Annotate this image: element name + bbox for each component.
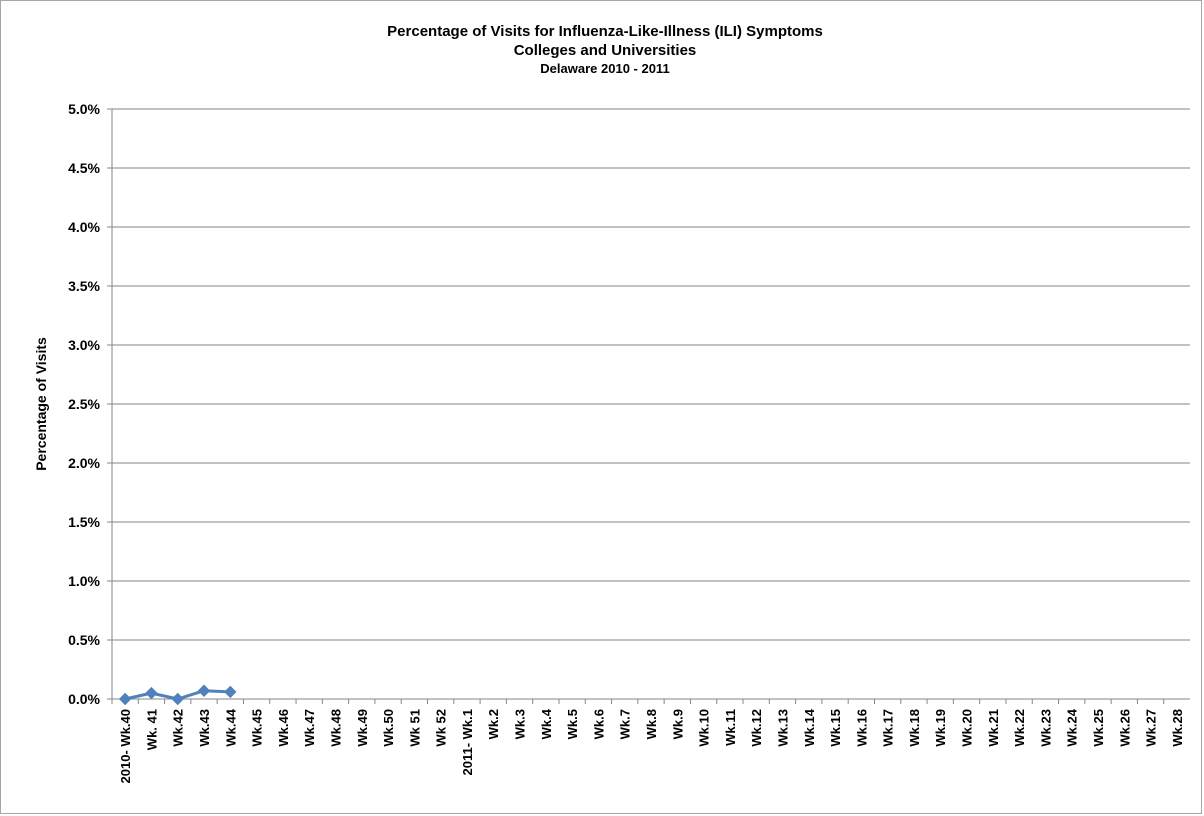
x-tick-label: Wk.8 — [644, 709, 659, 739]
x-tick-label: Wk 52 — [434, 709, 449, 747]
y-tick-label: 3.0% — [68, 337, 100, 353]
x-tick-label: Wk.19 — [933, 709, 948, 747]
y-tick-label: 0.5% — [68, 632, 100, 648]
x-tick-label: Wk.50 — [381, 709, 396, 747]
x-tick-label: Wk.26 — [1117, 709, 1132, 747]
x-tick-label: Wk.44 — [223, 708, 238, 746]
x-tick-label: Wk.42 — [171, 709, 186, 747]
x-tick-label: Wk.9 — [670, 709, 685, 739]
x-tick-label: Wk.48 — [328, 709, 343, 747]
chart-title-line-3: Delaware 2010 - 2011 — [540, 61, 669, 76]
x-tick-label: Wk.6 — [591, 709, 606, 739]
gridlines — [107, 108, 1190, 700]
x-tick-label: Wk.49 — [355, 709, 370, 747]
x-tick-label: 2011- Wk.1 — [460, 709, 475, 776]
x-tick-label: Wk.14 — [802, 708, 817, 746]
chart-title: Percentage of Visits for Influenza-Like-… — [387, 23, 823, 76]
x-tick-label: Wk.4 — [539, 708, 554, 739]
x-tick-label: Wk.17 — [881, 709, 896, 747]
x-tick-label: Wk.11 — [723, 709, 738, 746]
x-tick-label: Wk.20 — [960, 709, 975, 747]
x-tick-label: Wk.22 — [1012, 709, 1027, 747]
x-tick-label: Wk.23 — [1038, 709, 1053, 747]
data-point-marker — [197, 684, 211, 697]
x-tick-label: Wk.43 — [197, 709, 212, 747]
x-tick-label: Wk.24 — [1065, 708, 1080, 746]
x-tick-label: Wk 51 — [407, 709, 422, 747]
x-tick-label: Wk.46 — [276, 709, 291, 747]
chart-title-line-1: Percentage of Visits for Influenza-Like-… — [387, 23, 823, 40]
x-tick-label: Wk.28 — [1170, 709, 1185, 747]
x-tick-label: Wk.2 — [486, 709, 501, 739]
data-point-marker — [224, 685, 237, 699]
y-tick-label: 4.5% — [68, 160, 100, 176]
y-axis-ticks: 0.0% 0.5% 1.0% 1.5% 2.0% 2.5% 3.0% 3.5% 4.0% 4.5%… — [68, 101, 100, 707]
x-tick-label: Wk.12 — [749, 709, 764, 747]
x-tick-label: Wk.5 — [565, 709, 580, 739]
x-tick-label: Wk.15 — [828, 709, 843, 747]
x-tick-label: Wk.13 — [775, 709, 790, 747]
x-tick-label: Wk.25 — [1091, 709, 1106, 747]
y-tick-label: 2.5% — [68, 396, 100, 412]
x-tick-label: Wk.3 — [513, 709, 528, 739]
y-tick-label: 3.5% — [68, 278, 100, 294]
y-tick-label: 0.0% — [68, 691, 100, 707]
x-axis-ticks: 2010- Wk.40 Wk. 41 Wk.42 Wk.43 Wk.44 Wk.45 Wk.… — [111, 699, 1185, 783]
data-point-marker — [145, 686, 158, 700]
x-tick-label: Wk.16 — [854, 709, 869, 747]
x-tick-label: 2010- Wk.40 — [118, 709, 133, 783]
y-axis-label-group: Percentage of Visits — [33, 337, 49, 471]
y-tick-label: 2.0% — [68, 455, 100, 471]
chart-title-line-2: Colleges and Universities — [514, 42, 697, 59]
series-group — [118, 684, 237, 706]
x-tick-label: Wk. 41 — [144, 709, 159, 750]
x-tick-label: Wk.18 — [907, 709, 922, 747]
y-tick-label: 5.0% — [68, 101, 100, 117]
x-tick-label: Wk.27 — [1144, 709, 1159, 747]
y-tick-label: 4.0% — [68, 219, 100, 235]
x-tick-label: Wk.45 — [250, 709, 265, 747]
data-point-marker — [171, 692, 184, 706]
x-tick-label: Wk.47 — [302, 709, 317, 747]
x-tick-label: Wk.21 — [986, 709, 1001, 747]
data-point-marker — [118, 692, 132, 706]
y-axis-label: Percentage of Visits — [33, 337, 49, 471]
y-tick-label: 1.5% — [68, 514, 100, 530]
x-tick-label: Wk.7 — [618, 709, 633, 739]
y-tick-label: 1.0% — [68, 573, 100, 589]
x-tick-label: Wk.10 — [697, 709, 712, 747]
